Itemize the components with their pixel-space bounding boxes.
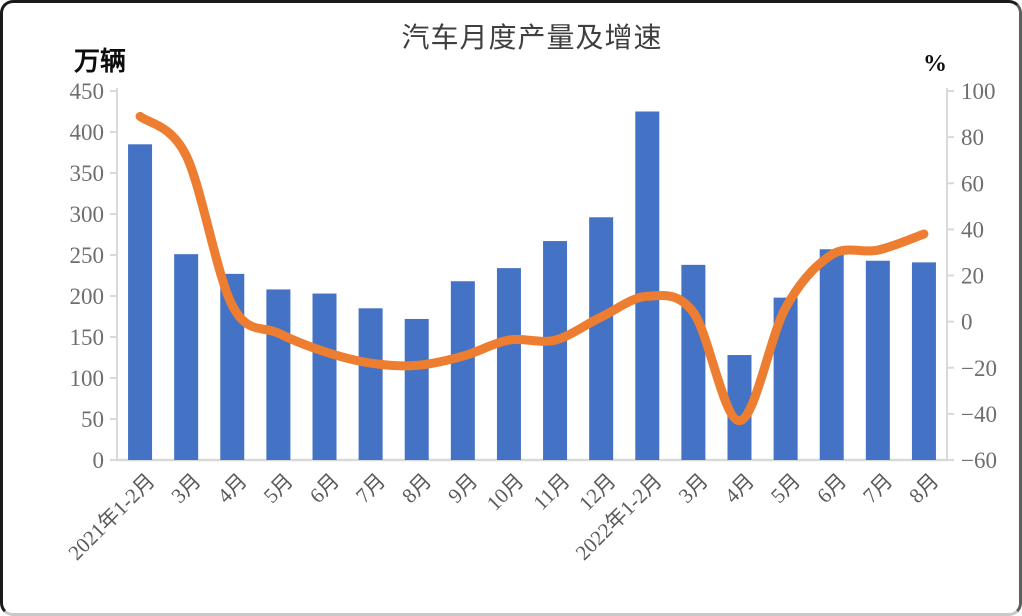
production-bar [865,260,890,460]
plot-area: 450400350300250200150100500100806040200−… [63,79,997,565]
x-axis-label: 11月 [528,469,574,515]
production-bar [174,254,199,460]
production-bar [635,111,660,460]
x-axis-label: 3月 [674,469,713,508]
left-axis-tick-label: 450 [70,79,105,104]
growth-rate-line [135,111,929,426]
x-axis-label: 4月 [720,469,759,508]
left-axis-tick-label: 150 [70,325,105,350]
production-bar [266,289,291,460]
production-bar [819,249,844,460]
right-axis-unit-label: % [923,51,947,77]
x-axis-label: 3月 [166,469,205,508]
production-bar [496,268,521,460]
production-bar [543,241,568,460]
x-axis-label: 6月 [305,469,344,508]
production-bar [358,308,383,460]
left-axis-tick-label: 100 [70,366,105,391]
right-axis-tick-label: −20 [961,356,997,381]
right-axis-tick-label: 100 [961,79,996,104]
production-bar [404,318,429,460]
x-axis-label: 8月 [904,469,943,508]
left-axis-tick-label: 400 [70,120,105,145]
left-axis-tick-label: 0 [93,448,105,473]
x-axis-label: 4月 [213,469,252,508]
production-bar [681,264,706,460]
left-axis-tick-label: 350 [70,161,105,186]
right-axis-tick-label: 60 [961,171,984,196]
right-axis-tick-label: 40 [961,217,984,242]
left-axis-tick-label: 250 [70,243,105,268]
left-axis-tick-label: 300 [70,202,105,227]
chart-title: 汽车月度产量及增速 [401,23,663,54]
left-axis-tick-label: 200 [70,284,105,309]
x-axis-label: 10月 [482,469,529,516]
left-axis-unit-label: 万辆 [74,47,127,76]
x-axis-label: 5月 [766,469,805,508]
left-axis-tick-label: 50 [81,407,104,432]
x-axis-label: 2022年1-2月 [571,469,667,565]
x-axis-label: 9月 [443,469,482,508]
production-bar [312,293,337,460]
right-axis-tick-label: −40 [961,402,997,427]
x-axis-label: 8月 [397,469,436,508]
x-axis-label: 7月 [858,469,897,508]
right-axis-tick-label: −60 [961,448,997,473]
production-bar [589,217,614,460]
right-axis-tick-label: 20 [961,264,984,289]
x-axis-label: 5月 [259,469,298,508]
production-bar [911,262,936,460]
production-bar [450,281,475,460]
right-axis-tick-label: 0 [961,310,973,335]
x-axis-label: 6月 [812,469,851,508]
production-bar [128,144,153,461]
right-axis-tick-label: 80 [961,125,984,150]
x-axis-label: 7月 [351,469,390,508]
x-axis-label: 2021年1-2月 [63,469,159,565]
